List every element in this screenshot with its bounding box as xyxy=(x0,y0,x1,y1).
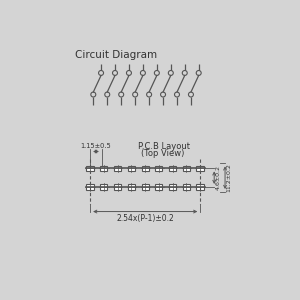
Bar xyxy=(169,184,176,190)
Text: Circuit Diagram: Circuit Diagram xyxy=(75,50,157,60)
Bar xyxy=(155,166,163,171)
Bar xyxy=(128,166,135,171)
Text: 2.54x(P-1)±0.2: 2.54x(P-1)±0.2 xyxy=(116,214,174,223)
Bar xyxy=(86,166,94,171)
Bar xyxy=(183,166,190,171)
Bar xyxy=(86,184,94,190)
Bar xyxy=(100,184,107,190)
Bar xyxy=(114,184,121,190)
Bar xyxy=(128,184,135,190)
Text: P.C.B Layout: P.C.B Layout xyxy=(138,142,190,151)
Text: 4.6±0.2: 4.6±0.2 xyxy=(216,165,221,190)
Text: (Top View): (Top View) xyxy=(141,149,185,158)
Bar xyxy=(169,166,176,171)
Bar xyxy=(155,184,163,190)
Bar xyxy=(196,184,204,190)
Bar xyxy=(183,184,190,190)
Text: 11.2±0.2: 11.2±0.2 xyxy=(226,163,232,192)
Text: 1.15±0.5: 1.15±0.5 xyxy=(81,143,111,149)
Bar xyxy=(142,184,149,190)
Bar xyxy=(100,166,107,171)
Bar xyxy=(142,166,149,171)
Bar xyxy=(196,166,204,171)
Bar xyxy=(114,166,121,171)
